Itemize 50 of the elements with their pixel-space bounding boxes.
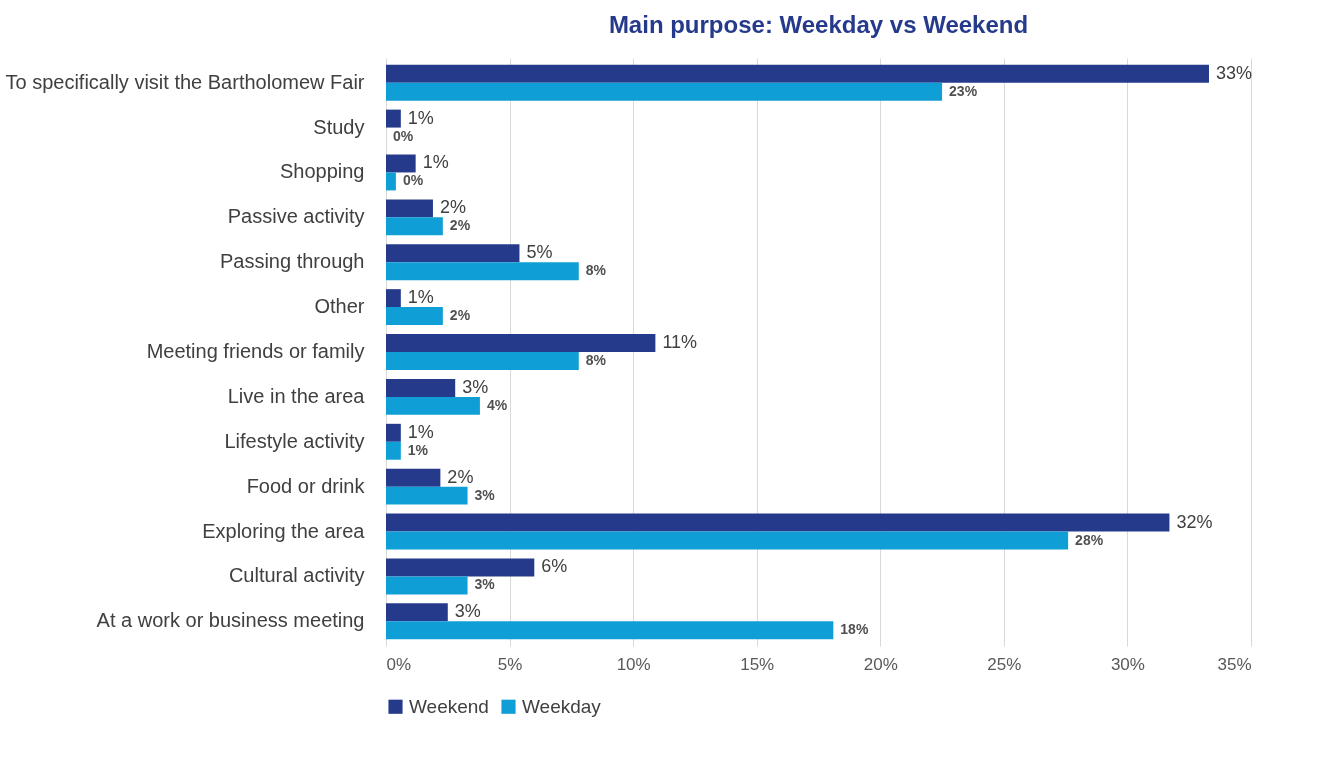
- data-label: 28%: [1075, 531, 1104, 548]
- y-tick-label: Passing through: [219, 250, 365, 273]
- x-tick-label: 10%: [616, 654, 651, 674]
- y-tick-label: Shopping: [279, 160, 365, 183]
- data-label: 8%: [585, 351, 607, 368]
- x-tick-label: 5%: [497, 654, 523, 674]
- data-label: 3%: [474, 486, 496, 503]
- y-tick-label: Lifestyle activity: [224, 429, 365, 452]
- legend-label: Weekend: [409, 695, 489, 717]
- y-tick-label: Meeting friends or family: [146, 340, 365, 362]
- data-label: 23%: [949, 82, 978, 99]
- y-tick-label: Live in the area: [227, 384, 366, 407]
- x-tick-label: 15%: [740, 654, 775, 674]
- y-tick-label: Exploring the area: [202, 519, 366, 542]
- data-label: 4%: [486, 396, 508, 413]
- x-tick-label: 30%: [1110, 654, 1145, 674]
- x-tick-label: 0%: [386, 654, 412, 674]
- legend-label: Weekday: [522, 695, 602, 717]
- data-label: 0%: [402, 172, 424, 189]
- data-label: 2%: [447, 466, 474, 487]
- y-tick-label: Passive activity: [227, 205, 365, 228]
- data-label: 2%: [449, 307, 471, 324]
- x-tick-label: 25%: [987, 654, 1022, 674]
- y-tick-label: At a work or business meeting: [96, 609, 365, 632]
- y-tick-label: Other: [314, 295, 365, 318]
- data-label: 32%: [1176, 511, 1213, 532]
- data-label: 33%: [1215, 62, 1253, 83]
- data-label: 11%: [662, 332, 698, 353]
- data-label: 0%: [393, 127, 414, 144]
- y-tick-label: Study: [313, 115, 365, 138]
- data-label: 8%: [585, 262, 607, 279]
- data-label: 3%: [474, 576, 496, 593]
- x-tick-label: 35%: [1217, 654, 1252, 674]
- data-label: 6%: [541, 556, 568, 577]
- x-tick-label: 20%: [863, 654, 898, 674]
- data-label: 2%: [439, 197, 466, 218]
- chart-title: Main purpose: Weekday vs Weekend: [608, 11, 1029, 38]
- data-label: 1%: [407, 287, 434, 308]
- data-label: 3%: [462, 376, 489, 397]
- data-label: 2%: [449, 217, 471, 234]
- data-label: 1%: [407, 441, 429, 458]
- data-label: 1%: [407, 421, 434, 442]
- y-tick-label: Food or drink: [246, 474, 366, 497]
- data-label: 3%: [454, 601, 481, 622]
- y-tick-label: To specifically visit the Bartholomew Fair: [5, 70, 365, 93]
- y-tick-label: Cultural activity: [228, 564, 365, 587]
- data-label: 5%: [526, 242, 553, 263]
- data-label: 1%: [422, 152, 449, 173]
- data-label: 1%: [407, 107, 434, 128]
- data-label: 18%: [840, 621, 869, 638]
